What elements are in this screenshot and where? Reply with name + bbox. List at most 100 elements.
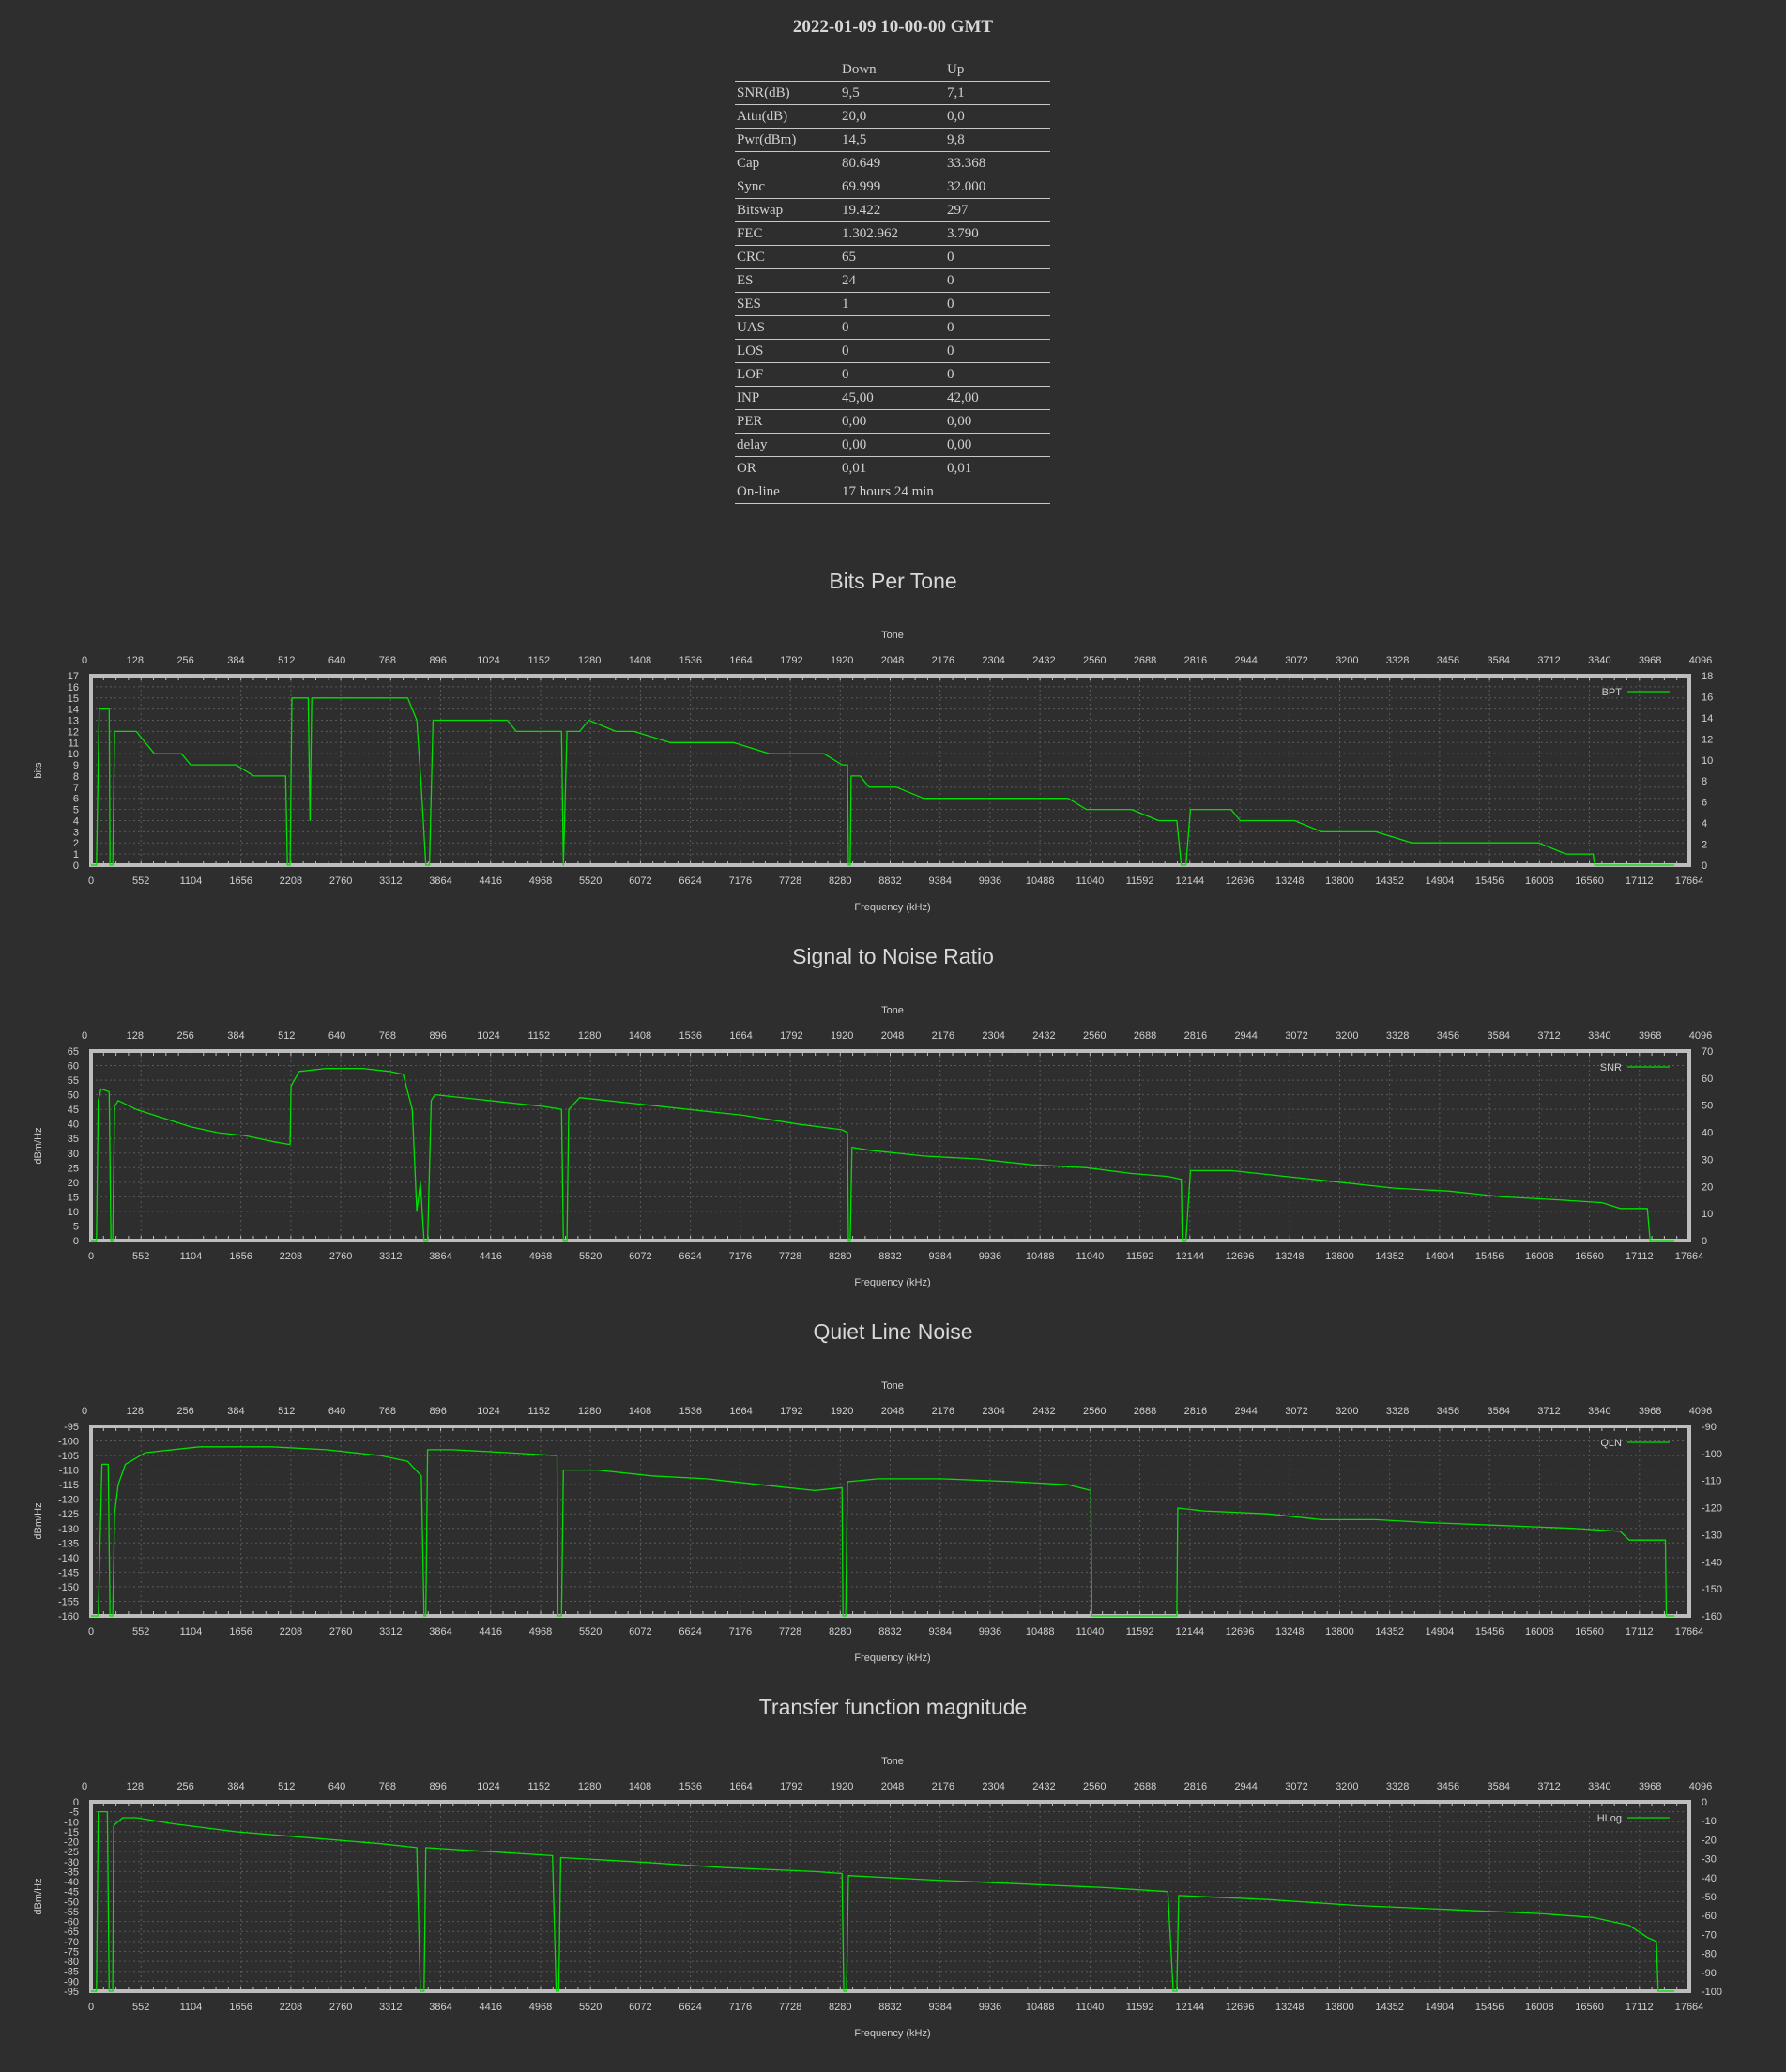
freq-tick-label: 16008 bbox=[1525, 2002, 1554, 2013]
freq-tick-label: 3864 bbox=[429, 1251, 451, 1262]
tone-tick-label: 1024 bbox=[477, 1781, 499, 1792]
freq-tick-label: 2208 bbox=[280, 1626, 302, 1638]
tone-tick-label: 1280 bbox=[578, 655, 601, 666]
freq-tick-label: 4968 bbox=[529, 1626, 552, 1638]
stats-up-value: 0,00 bbox=[945, 433, 1050, 457]
freq-tick-label: 14352 bbox=[1375, 2002, 1404, 2013]
stats-up-value: 3.790 bbox=[945, 221, 1050, 246]
y-right-tick-label: 16 bbox=[1702, 692, 1713, 703]
y-axis-label: dBm/Hz bbox=[33, 1878, 44, 1914]
freq-tick-label: 4416 bbox=[480, 2002, 502, 2013]
stats-metric-label: CRC bbox=[735, 245, 840, 269]
tone-tick-label: 128 bbox=[127, 1030, 144, 1042]
tone-tick-label: 3328 bbox=[1386, 1406, 1409, 1417]
y-left-tick-label: 9 bbox=[73, 760, 79, 771]
tone-tick-label: 384 bbox=[227, 1030, 244, 1042]
tone-tick-label: 1792 bbox=[780, 1030, 802, 1042]
y-left-tick-label: 0 bbox=[73, 1797, 79, 1808]
y-left-tick-label: -75 bbox=[64, 1946, 79, 1958]
freq-tick-label: 4416 bbox=[480, 1626, 502, 1638]
y-left-tick-label: -45 bbox=[64, 1887, 79, 1898]
tone-tick-label: 2304 bbox=[982, 1030, 1004, 1042]
y-right-tick-label: 0 bbox=[1702, 1797, 1707, 1808]
y-left-tick-label: 25 bbox=[68, 1163, 79, 1174]
y-left-tick-label: 15 bbox=[68, 693, 79, 705]
y-left-tick-label: -140 bbox=[58, 1553, 79, 1564]
bpt-chart-title: Bits Per Tone bbox=[829, 569, 957, 593]
stats-down-value: 0,00 bbox=[840, 409, 945, 434]
freq-tick-label: 15456 bbox=[1475, 2002, 1504, 2013]
tone-tick-label: 3712 bbox=[1537, 1406, 1560, 1417]
stats-metric-label: Attn(dB) bbox=[735, 104, 840, 129]
freq-tick-label: 9936 bbox=[979, 1626, 1001, 1638]
tone-tick-label: 512 bbox=[278, 1030, 295, 1042]
freq-tick-label: 552 bbox=[132, 1626, 149, 1638]
tone-tick-label: 2304 bbox=[982, 1781, 1004, 1792]
plot-frame bbox=[89, 674, 1691, 867]
freq-tick-label: 11040 bbox=[1076, 1626, 1104, 1638]
freq-tick-label: 8832 bbox=[878, 876, 901, 887]
freq-tick-label: 8280 bbox=[829, 876, 851, 887]
stats-down-value: 0 bbox=[840, 339, 945, 363]
tone-tick-label: 1664 bbox=[729, 1781, 752, 1792]
plot-frame bbox=[89, 1800, 1691, 1993]
plot-frame bbox=[89, 1049, 1691, 1242]
tone-tick-label: 1152 bbox=[527, 1406, 550, 1417]
y-left-tick-label: 0 bbox=[73, 1236, 79, 1247]
stats-up-value: 9,8 bbox=[945, 128, 1050, 152]
tone-tick-label: 256 bbox=[176, 1030, 193, 1042]
freq-tick-label: 7176 bbox=[729, 1626, 752, 1638]
stats-metric-label: Cap bbox=[735, 151, 840, 175]
stats-down-value: 9,5 bbox=[840, 81, 945, 105]
y-right-tick-label: 50 bbox=[1702, 1101, 1713, 1112]
freq-tick-label: 17112 bbox=[1626, 876, 1654, 887]
freq-tick-label: 16560 bbox=[1575, 2002, 1604, 2013]
tone-tick-label: 1024 bbox=[477, 655, 499, 666]
tone-tick-label: 2048 bbox=[881, 655, 904, 666]
tone-tick-label: 2432 bbox=[1032, 1781, 1055, 1792]
tone-tick-label: 0 bbox=[82, 1781, 87, 1792]
freq-tick-label: 4968 bbox=[529, 876, 552, 887]
tone-tick-label: 896 bbox=[430, 1406, 447, 1417]
freq-tick-label: 1104 bbox=[180, 1626, 203, 1638]
tone-tick-label: 1408 bbox=[629, 1030, 651, 1042]
tone-tick-label: 3712 bbox=[1537, 1781, 1560, 1792]
freq-tick-label: 7728 bbox=[779, 1626, 801, 1638]
y-left-tick-label: 8 bbox=[73, 771, 79, 783]
tone-tick-label: 3968 bbox=[1639, 1781, 1661, 1792]
y-left-tick-label: 35 bbox=[68, 1134, 79, 1145]
stats-row: FEC 1.302.962 3.790 bbox=[735, 221, 1050, 246]
y-left-tick-label: -25 bbox=[64, 1847, 79, 1858]
freq-tick-label: 6624 bbox=[679, 2002, 701, 2013]
stats-up-value: 0,00 bbox=[945, 409, 1050, 434]
y-right-tick-label: 20 bbox=[1702, 1181, 1713, 1193]
y-left-tick-label: 0 bbox=[73, 861, 79, 872]
stats-metric-label: PER bbox=[735, 409, 840, 434]
freq-tick-label: 14904 bbox=[1426, 1251, 1455, 1262]
tone-tick-label: 4096 bbox=[1689, 655, 1712, 666]
stats-down-value: 0,00 bbox=[840, 433, 945, 457]
y-left-tick-label: 17 bbox=[68, 671, 79, 682]
y-axis-label: dBm/Hz bbox=[33, 1502, 44, 1539]
tone-tick-label: 2688 bbox=[1134, 1406, 1156, 1417]
tone-tick-label: 896 bbox=[430, 655, 447, 666]
freq-tick-label: 7728 bbox=[779, 876, 801, 887]
tone-tick-label: 1408 bbox=[629, 1781, 651, 1792]
freq-tick-label: 12144 bbox=[1176, 876, 1205, 887]
stats-row: Bitswap 19.422 297 bbox=[735, 198, 1050, 222]
y-left-tick-label: 20 bbox=[68, 1178, 79, 1189]
tone-tick-label: 1792 bbox=[780, 655, 802, 666]
freq-tick-label: 11592 bbox=[1126, 876, 1154, 887]
tone-tick-label: 2048 bbox=[881, 1781, 904, 1792]
freq-tick-label: 9936 bbox=[979, 876, 1001, 887]
tone-tick-label: 3712 bbox=[1537, 655, 1560, 666]
tone-tick-label: 256 bbox=[176, 655, 193, 666]
freq-tick-label: 14904 bbox=[1426, 1626, 1455, 1638]
y-left-tick-label: -125 bbox=[58, 1509, 79, 1520]
stats-down-value: 20,0 bbox=[840, 104, 945, 129]
y-left-tick-label: -95 bbox=[64, 1987, 79, 1998]
y-right-tick-label: -50 bbox=[1702, 1892, 1717, 1903]
freq-tick-label: 5520 bbox=[579, 2002, 602, 2013]
series-line bbox=[91, 1067, 1675, 1242]
tone-tick-label: 1920 bbox=[831, 1406, 853, 1417]
